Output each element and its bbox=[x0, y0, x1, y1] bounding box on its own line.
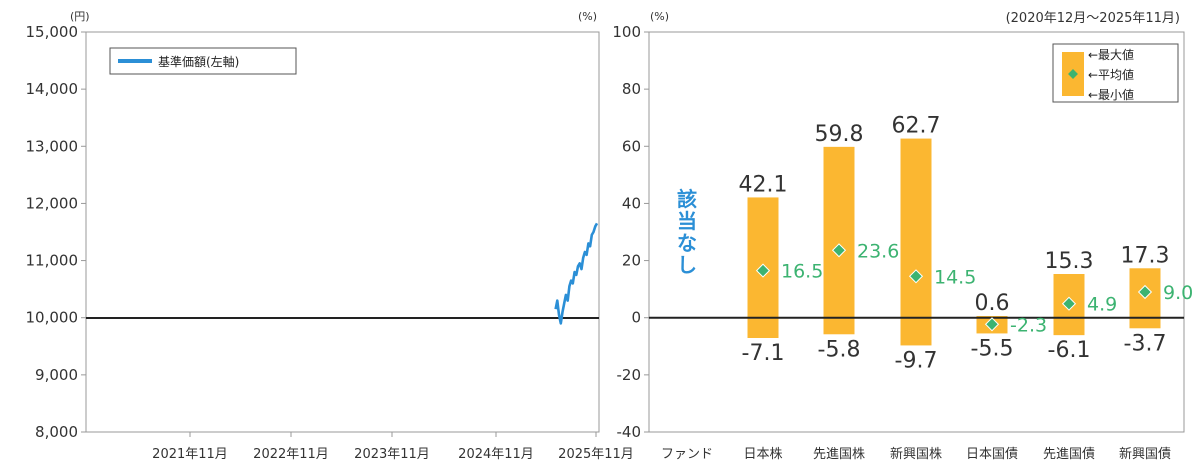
na-label-char: な bbox=[677, 231, 697, 255]
right-x-ticks: ファンド 日本株 先進国株 新興国株 日本国債 先進国債 新興国債 bbox=[661, 446, 1171, 462]
left-x-tick-label: 2022年11月 bbox=[253, 447, 329, 462]
avg-marker bbox=[755, 263, 771, 278]
right-plot-border bbox=[648, 31, 1185, 433]
right-y-tick-label: 80 bbox=[622, 80, 641, 98]
right-x-tick-label: 先進国株 bbox=[813, 447, 865, 462]
min-value-label: -7.1 bbox=[742, 341, 785, 366]
avg-marker bbox=[1061, 296, 1077, 311]
left-y-tick-label: 9,000 bbox=[35, 366, 78, 384]
max-value-label: 42.1 bbox=[739, 172, 788, 197]
max-value-label: 62.7 bbox=[892, 114, 941, 139]
left-y-tick-label: 10,000 bbox=[26, 309, 79, 327]
right-y-tick-label: -20 bbox=[617, 366, 642, 384]
max-value-label: 59.8 bbox=[815, 122, 864, 147]
left-x-tick-label: 2021年11月 bbox=[152, 447, 228, 462]
max-value-label: 0.6 bbox=[975, 291, 1010, 316]
right-legend-max: ←最大値 bbox=[1088, 47, 1134, 62]
right-legend-avg: ←平均値 bbox=[1088, 67, 1134, 82]
right-y-tick-label: -40 bbox=[617, 423, 642, 441]
right-chart: (%) (2020年12月～2025年11月) -40 -20 0 20 40 60 80 1… bbox=[612, 10, 1193, 462]
right-x-tick-label: 日本国債 bbox=[966, 447, 1018, 462]
na-label-char: 該 bbox=[677, 187, 697, 211]
left-x-tick-label: 2025年11月 bbox=[558, 447, 634, 462]
left-y-unit: (円) bbox=[70, 10, 90, 23]
right-x-tick-label: 新興国債 bbox=[1119, 446, 1171, 462]
left-y-tick-label: 13,000 bbox=[26, 137, 79, 155]
right-x-tick-label: 日本株 bbox=[743, 447, 782, 462]
right-y-tick-label: 20 bbox=[622, 252, 641, 270]
avg-marker bbox=[984, 317, 1000, 332]
right-x-tick-label: 先進国債 bbox=[1043, 447, 1095, 462]
left-x-tick-label: 2024年11月 bbox=[458, 447, 534, 462]
right-y-ticks: -40 -20 0 20 40 60 80 100 bbox=[612, 23, 649, 441]
avg-value-label: 23.6 bbox=[857, 240, 899, 262]
left-y-tick-label: 11,000 bbox=[26, 252, 79, 270]
right-legend: ←最大値 ←平均値 ←最小値 bbox=[1052, 43, 1179, 103]
range-bar bbox=[823, 146, 855, 335]
left-legend-label: 基準価額(左軸) bbox=[158, 54, 239, 69]
left-y-tick-label: 8,000 bbox=[35, 423, 78, 441]
right-x-tick-label: ファンド bbox=[661, 447, 713, 462]
avg-value-label: 4.9 bbox=[1087, 294, 1117, 316]
avg-value-label: 9.0 bbox=[1163, 282, 1193, 304]
right-y-tick-label: 0 bbox=[631, 309, 641, 327]
min-value-label: -6.1 bbox=[1048, 338, 1091, 363]
right-x-tick-label: 新興国株 bbox=[890, 446, 942, 462]
max-value-label: 17.3 bbox=[1121, 243, 1170, 268]
avg-value-label: -2.3 bbox=[1010, 314, 1047, 336]
avg-marker bbox=[1137, 284, 1153, 300]
left-y-tick-label: 14,000 bbox=[26, 80, 79, 98]
nav-series-line bbox=[554, 222, 599, 325]
right-y-tick-label: 60 bbox=[622, 137, 641, 155]
max-value-label: 15.3 bbox=[1045, 249, 1094, 274]
right-y-tick-label: 100 bbox=[612, 23, 641, 41]
left-x-tick-label: 2023年11月 bbox=[354, 447, 430, 462]
right-y-unit: (%) bbox=[650, 10, 669, 23]
left-chart: (円) (%) 8,000 9,000 10,000 11,000 12,000 13,0… bbox=[26, 10, 634, 462]
avg-value-label: 14.5 bbox=[934, 266, 976, 288]
left-plot-border bbox=[85, 31, 600, 433]
right-avg-markers bbox=[755, 243, 1153, 332]
avg-value-label: 16.5 bbox=[781, 261, 823, 283]
left-y-tick-label: 15,000 bbox=[26, 23, 79, 41]
right-legend-min: ←最小値 bbox=[1088, 87, 1134, 102]
na-label-char: し bbox=[677, 253, 697, 277]
left-right-unit: (%) bbox=[578, 10, 597, 23]
avg-marker bbox=[908, 269, 924, 284]
min-value-label: -9.7 bbox=[895, 348, 938, 373]
right-y-tick-label: 40 bbox=[622, 194, 641, 212]
right-period: (2020年12月～2025年11月) bbox=[1006, 11, 1180, 26]
right-value-labels: 42.1-7.116.559.8-5.823.662.7-9.714.50.6-… bbox=[739, 114, 1194, 374]
range-bar bbox=[900, 138, 932, 346]
avg-marker bbox=[831, 243, 847, 258]
left-y-ticks: 8,000 9,000 10,000 11,000 12,000 13,000 14,000… bbox=[26, 23, 86, 441]
min-value-label: -5.8 bbox=[818, 337, 861, 362]
right-legend-avg-marker bbox=[1068, 69, 1078, 79]
left-y-tick-label: 12,000 bbox=[26, 194, 79, 212]
na-label-char: 当 bbox=[677, 209, 697, 233]
left-x-ticks: 2021年11月 2022年11月 2023年11月 2024年11月 2025年11月 bbox=[152, 432, 634, 462]
min-value-label: -3.7 bbox=[1124, 331, 1167, 356]
left-legend: 基準価額(左軸) bbox=[109, 47, 297, 75]
min-value-label: -5.5 bbox=[971, 336, 1014, 361]
